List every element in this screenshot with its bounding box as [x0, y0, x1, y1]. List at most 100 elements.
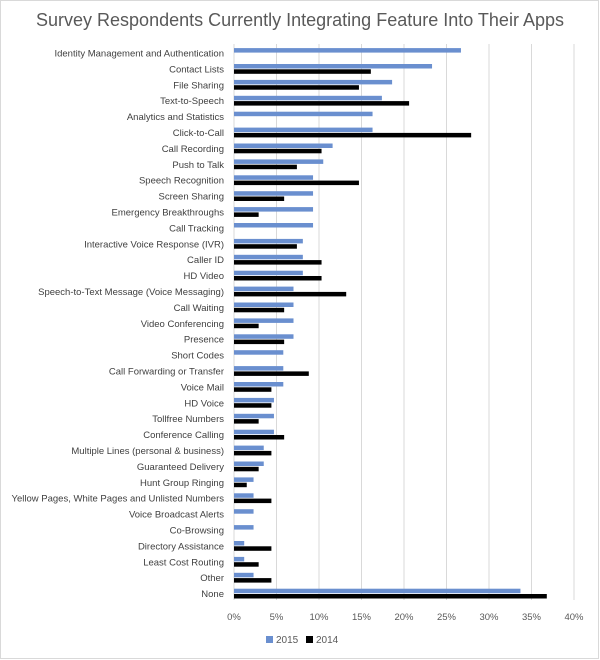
bar-2014 [234, 339, 285, 345]
bar-2015 [234, 493, 254, 498]
bar-2015 [234, 79, 393, 85]
legend-swatch [306, 636, 313, 643]
bar-2015 [234, 64, 433, 69]
category-label: Speech-to-Text Message (Voice Messaging) [38, 287, 224, 298]
bar-2014 [234, 578, 272, 583]
category-label: Other [200, 573, 224, 584]
bar-2015 [234, 95, 382, 101]
bar-2014 [234, 403, 272, 408]
legend-swatch [266, 636, 273, 643]
bars [234, 48, 547, 599]
category-label: Directory Assistance [138, 541, 224, 552]
category-label: Guaranteed Delivery [137, 462, 224, 473]
bar-2015 [234, 254, 303, 260]
category-labels: Identity Management and Authentication Co… [12, 49, 225, 601]
bar-2014 [234, 260, 322, 265]
x-tick-label: 10% [309, 612, 329, 623]
x-tick-label: 15% [352, 612, 372, 623]
bar-2014 [234, 562, 259, 567]
bar-2014 [234, 419, 259, 424]
bar-2014 [234, 276, 322, 281]
category-label: File Sharing [173, 80, 224, 91]
x-tick-label: 5% [270, 612, 284, 623]
bar-2015 [234, 397, 274, 403]
category-label: Call Tracking [169, 223, 224, 234]
x-tick-label: 30% [479, 612, 499, 623]
bar-2014 [234, 101, 410, 106]
category-label: Emergency Breakthroughs [112, 208, 225, 219]
category-label: Click-to-Call [173, 128, 224, 139]
category-label: Identity Management and Authentication [54, 49, 224, 60]
bar-2014 [234, 594, 547, 599]
x-tick-label: 40% [564, 612, 584, 623]
category-label: Yellow Pages, White Pages and Unlisted N… [12, 494, 225, 505]
category-label: Call Waiting [174, 303, 224, 314]
x-tick-label: 25% [437, 612, 457, 623]
category-label: Caller ID [187, 255, 224, 266]
bar-2015 [234, 191, 314, 196]
bar-2015 [234, 525, 254, 530]
bar-2014 [234, 132, 472, 138]
category-label: Push to Talk [172, 160, 224, 171]
category-label: Interactive Voice Response (IVR) [84, 239, 224, 250]
category-label: Speech Recognition [139, 176, 224, 187]
bar-2014 [234, 323, 259, 329]
category-label: None [201, 589, 224, 600]
category-label: Voice Mail [181, 382, 224, 393]
bar-2014 [234, 212, 259, 217]
bar-2015 [234, 382, 284, 387]
bar-2014 [234, 546, 272, 551]
bar-2015 [234, 429, 274, 435]
category-label: Least Cost Routing [143, 557, 224, 568]
category-label: Contact Lists [169, 64, 224, 75]
bar-2015 [234, 541, 245, 546]
bar-2015 [234, 509, 254, 514]
bar-2015 [234, 175, 314, 180]
x-axis-ticks: 0% 5% 10% 15% 20% 25% 30% 35% 40% [227, 612, 584, 623]
category-label: Screen Sharing [159, 192, 224, 203]
bar-2014 [234, 450, 272, 456]
bar-2015 [234, 302, 294, 307]
bar-2015 [234, 350, 284, 355]
bar-2014 [234, 291, 347, 297]
bar-2015 [234, 477, 254, 482]
bar-2015 [234, 556, 245, 562]
bar-2014 [234, 387, 272, 392]
bar-2015 [234, 111, 373, 117]
bar-2014 [234, 196, 285, 201]
bar-2015 [234, 48, 461, 53]
bar-2015 [234, 207, 314, 212]
category-label: Tollfree Numbers [152, 414, 224, 425]
category-label: HD Voice [184, 398, 224, 409]
bar-2015 [234, 366, 284, 371]
bar-2014 [234, 307, 285, 313]
category-label: HD Video [184, 271, 225, 282]
bar-2015 [234, 127, 373, 133]
bar-2014 [234, 435, 285, 440]
bar-2014 [234, 164, 297, 170]
legend-label: 2015 [276, 635, 299, 646]
bar-2014 [234, 148, 322, 154]
category-label: Co-Browsing [170, 526, 224, 537]
bar-2015 [234, 143, 333, 148]
legend: 2015 2014 [266, 635, 339, 646]
bar-2014 [234, 498, 272, 504]
category-label: Multiple Lines (personal & business) [71, 446, 224, 457]
bar-2015 [234, 223, 314, 228]
bar-2015 [234, 286, 294, 292]
legend-label: 2014 [316, 635, 339, 646]
bar-2015 [234, 334, 294, 339]
bar-2015 [234, 159, 324, 164]
x-tick-label: 0% [227, 612, 241, 623]
bar-2015 [234, 572, 254, 578]
bar-2014 [234, 244, 297, 249]
bar-2015 [234, 238, 303, 244]
bar-2015 [234, 461, 264, 466]
bar-2015 [234, 445, 264, 451]
chart-title: Survey Respondents Currently Integrating… [36, 10, 564, 30]
bar-2015 [234, 318, 294, 323]
category-label: Text-to-Speech [160, 96, 224, 107]
category-label: Hunt Group Ringing [140, 478, 224, 489]
